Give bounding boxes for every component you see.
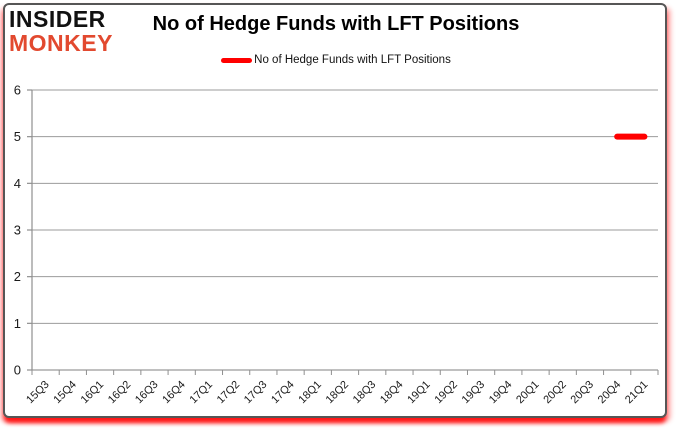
y-tick-label: 2 [14, 269, 21, 284]
x-tick-label: 15Q3 [24, 379, 52, 407]
legend-label: No of Hedge Funds with LFT Positions [254, 54, 451, 66]
y-tick-label: 0 [14, 363, 21, 378]
x-tick-label: 18Q3 [351, 379, 379, 407]
x-tick-label: 15Q4 [51, 379, 79, 407]
logo-word-insider: INSIDER [9, 6, 106, 32]
insider-monkey-logo: INSIDER MONKEY [9, 7, 113, 55]
x-tick-label: 16Q1 [79, 379, 107, 407]
y-tick-label: 6 [14, 83, 21, 98]
x-tick-label: 19Q1 [405, 379, 433, 407]
x-tick-label: 17Q2 [215, 379, 243, 407]
y-tick-label: 5 [14, 129, 21, 144]
x-tick-label: 18Q4 [378, 379, 406, 407]
y-tick-label: 1 [14, 316, 21, 331]
chart-title: No of Hedge Funds with LFT Positions [152, 13, 520, 35]
x-tick-label: 19Q3 [460, 379, 488, 407]
x-tick-label: 19Q2 [432, 379, 460, 407]
logo-word-monkey: MONKEY [9, 30, 113, 56]
legend-line-swatch [221, 57, 253, 63]
x-tick-label: 18Q1 [296, 379, 324, 407]
x-tick-label: 20Q3 [569, 379, 597, 407]
x-tick-label: 19Q4 [487, 379, 515, 407]
chart-card [3, 3, 667, 418]
x-tick-label: 20Q4 [596, 379, 624, 407]
x-tick-label: 18Q2 [324, 379, 352, 407]
y-tick-label: 4 [14, 176, 21, 191]
x-tick-label: 16Q4 [160, 379, 188, 407]
x-tick-label: 17Q1 [188, 379, 216, 407]
x-tick-label: 20Q2 [541, 379, 569, 407]
legend: No of Hedge Funds with LFT Positions [0, 54, 672, 66]
x-tick-label: 17Q3 [242, 379, 270, 407]
x-tick-label: 16Q2 [106, 379, 134, 407]
x-tick-label: 21Q1 [623, 379, 651, 407]
x-tick-label: 16Q3 [133, 379, 161, 407]
y-tick-label: 3 [14, 223, 21, 238]
x-tick-label: 20Q1 [514, 379, 542, 407]
x-tick-label: 17Q4 [269, 379, 297, 407]
